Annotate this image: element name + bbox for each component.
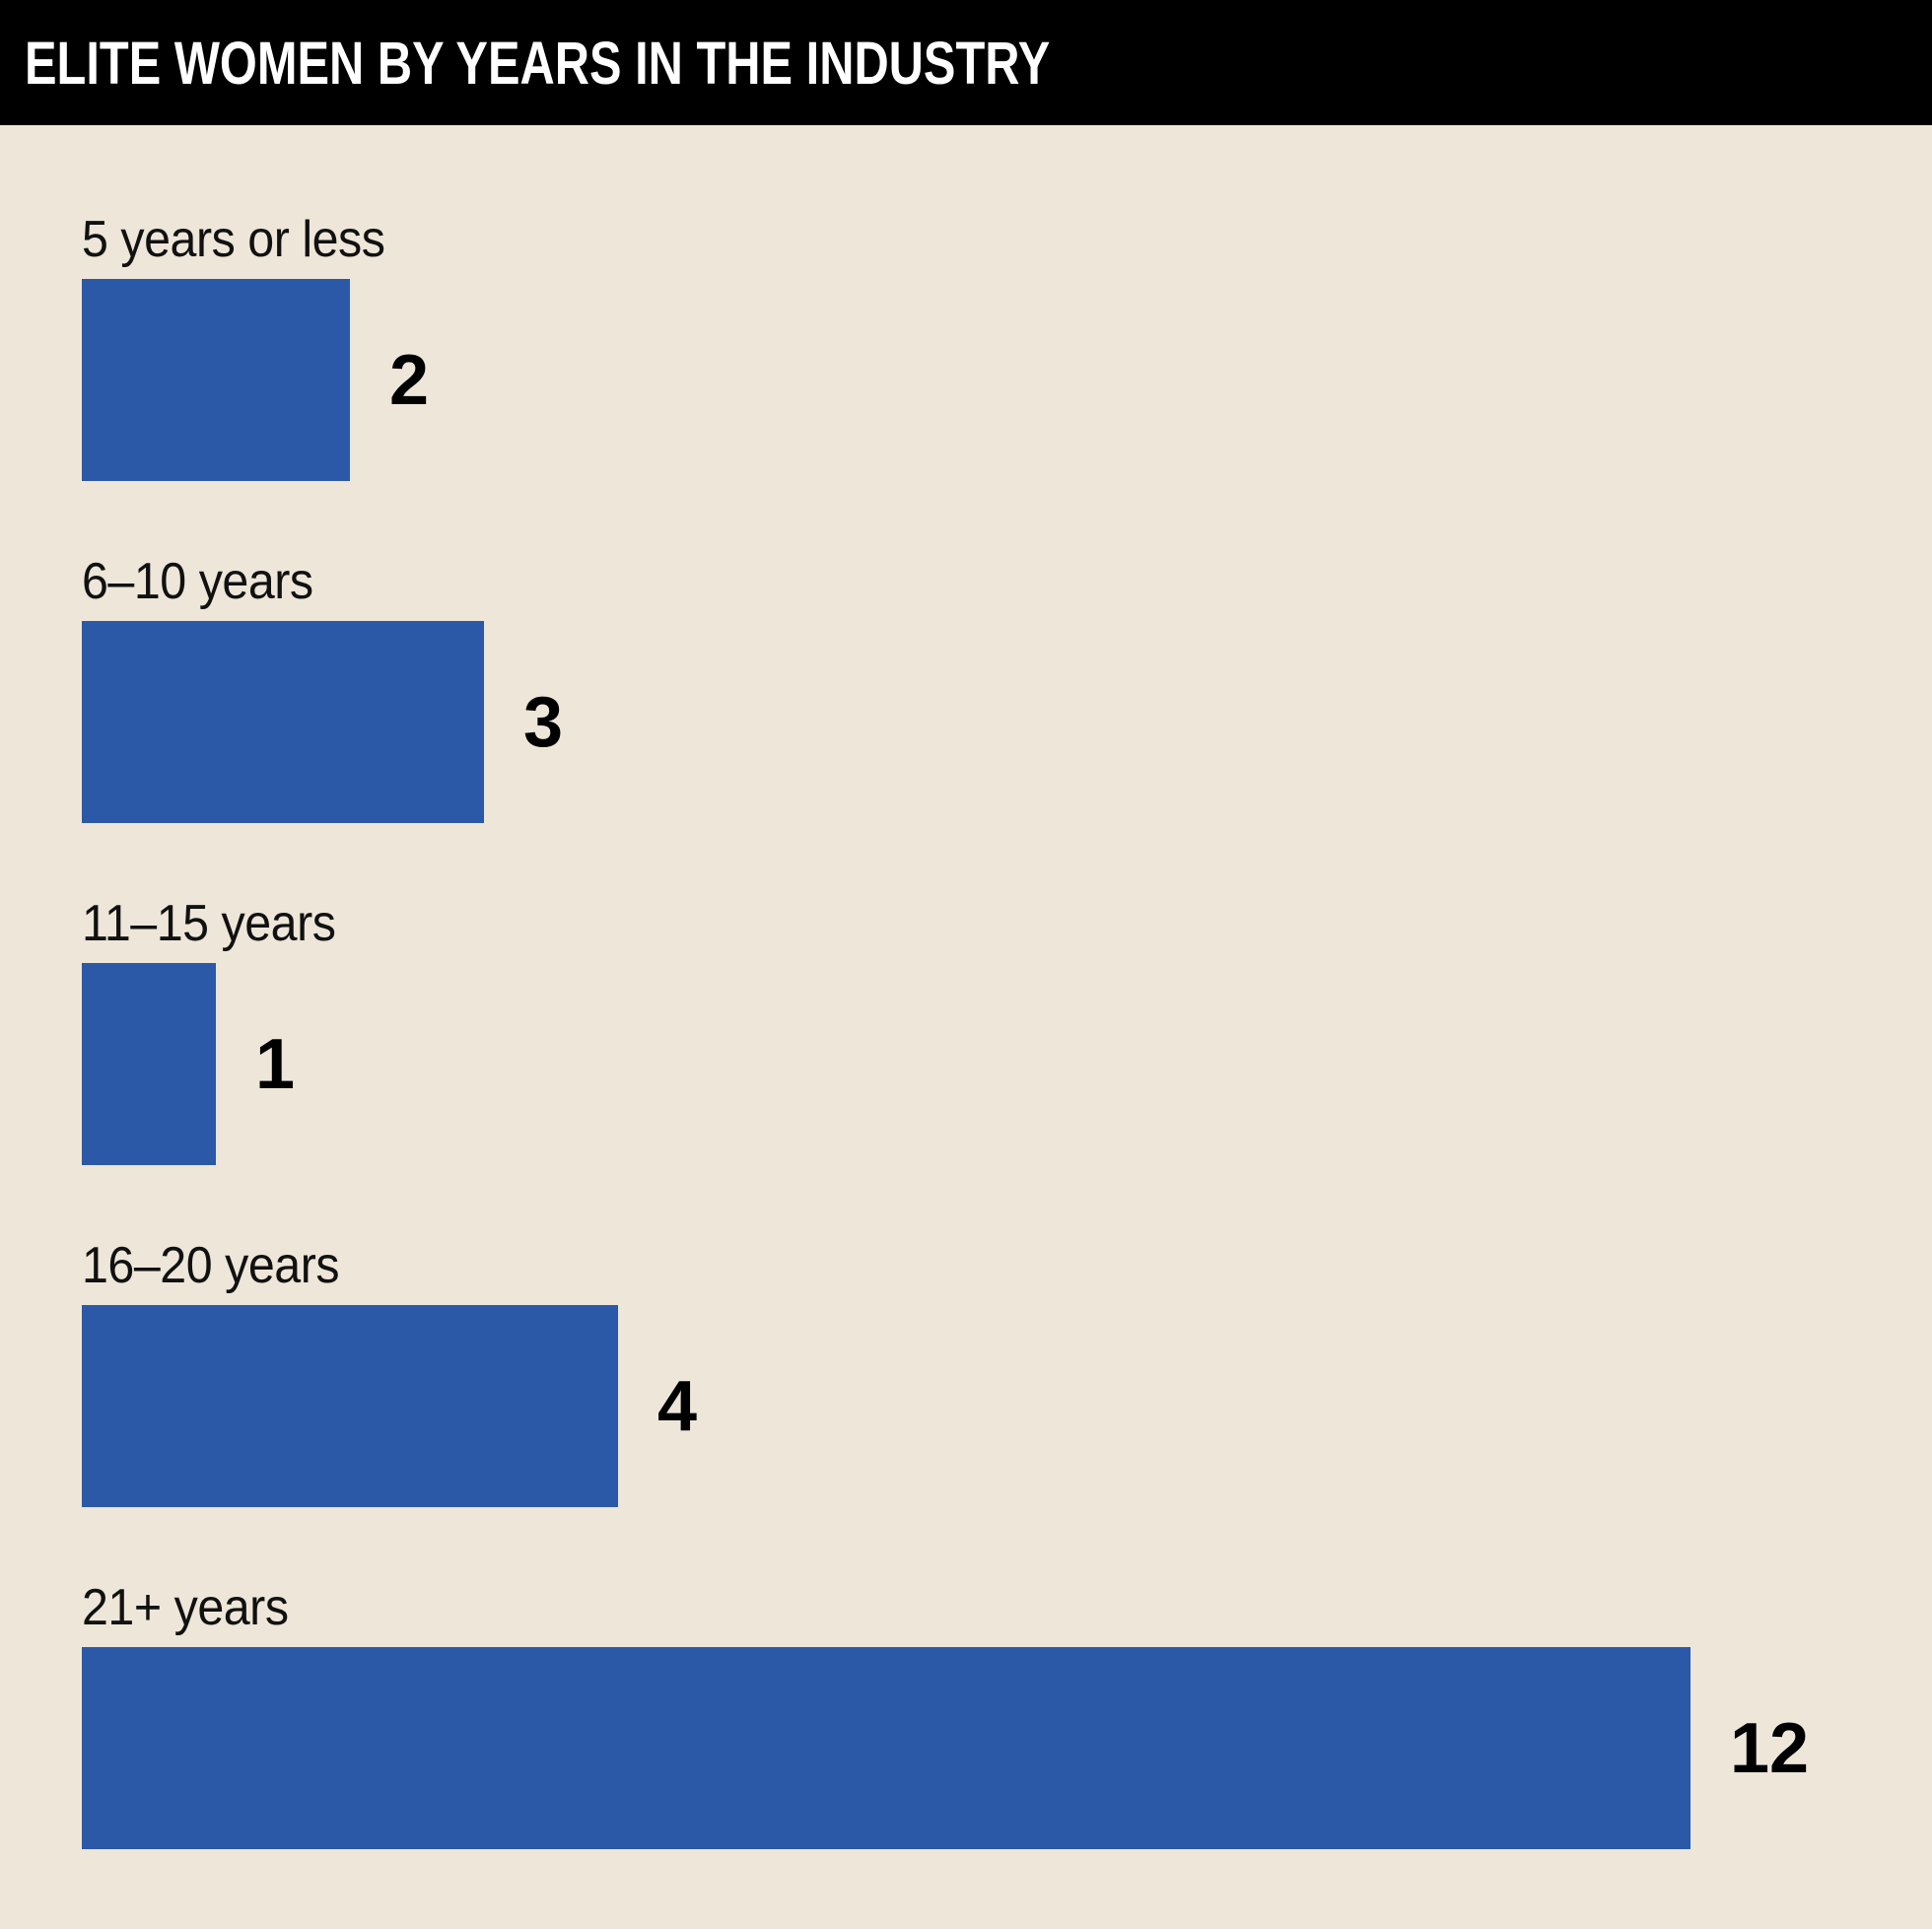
bar xyxy=(82,1305,618,1507)
bar-row: 1 xyxy=(82,963,1932,1165)
chart-title: ELITE WOMEN BY YEARS IN THE INDUSTRY xyxy=(25,29,1051,97)
bar-group-6-10-years: 6–10 years 3 xyxy=(82,554,1932,823)
bar xyxy=(82,621,484,823)
category-label: 21+ years xyxy=(82,1579,289,1636)
value-label: 3 xyxy=(523,682,564,762)
value-label: 12 xyxy=(1730,1708,1810,1788)
value-label: 1 xyxy=(255,1024,296,1104)
bar-group-11-15-years: 11–15 years 1 xyxy=(82,896,1932,1165)
value-label: 4 xyxy=(657,1366,698,1446)
title-bar: ELITE WOMEN BY YEARS IN THE INDUSTRY xyxy=(0,0,1932,125)
bar-chart: 5 years or less 2 6–10 years 3 11–15 yea… xyxy=(0,125,1932,1849)
category-label: 6–10 years xyxy=(82,553,313,610)
bar-row: 12 xyxy=(82,1647,1932,1849)
bar xyxy=(82,1647,1690,1849)
bar-group-5-years-or-less: 5 years or less 2 xyxy=(82,212,1932,481)
category-label: 5 years or less xyxy=(82,211,385,268)
bar-row: 2 xyxy=(82,279,1932,481)
bar-group-16-20-years: 16–20 years 4 xyxy=(82,1238,1932,1507)
category-label: 11–15 years xyxy=(82,895,336,952)
bar xyxy=(82,279,350,481)
bar-row: 4 xyxy=(82,1305,1932,1507)
bar-group-21-plus-years: 21+ years 12 xyxy=(82,1580,1932,1849)
bar xyxy=(82,963,216,1165)
bar-row: 3 xyxy=(82,621,1932,823)
value-label: 2 xyxy=(389,340,430,420)
category-label: 16–20 years xyxy=(82,1237,340,1294)
